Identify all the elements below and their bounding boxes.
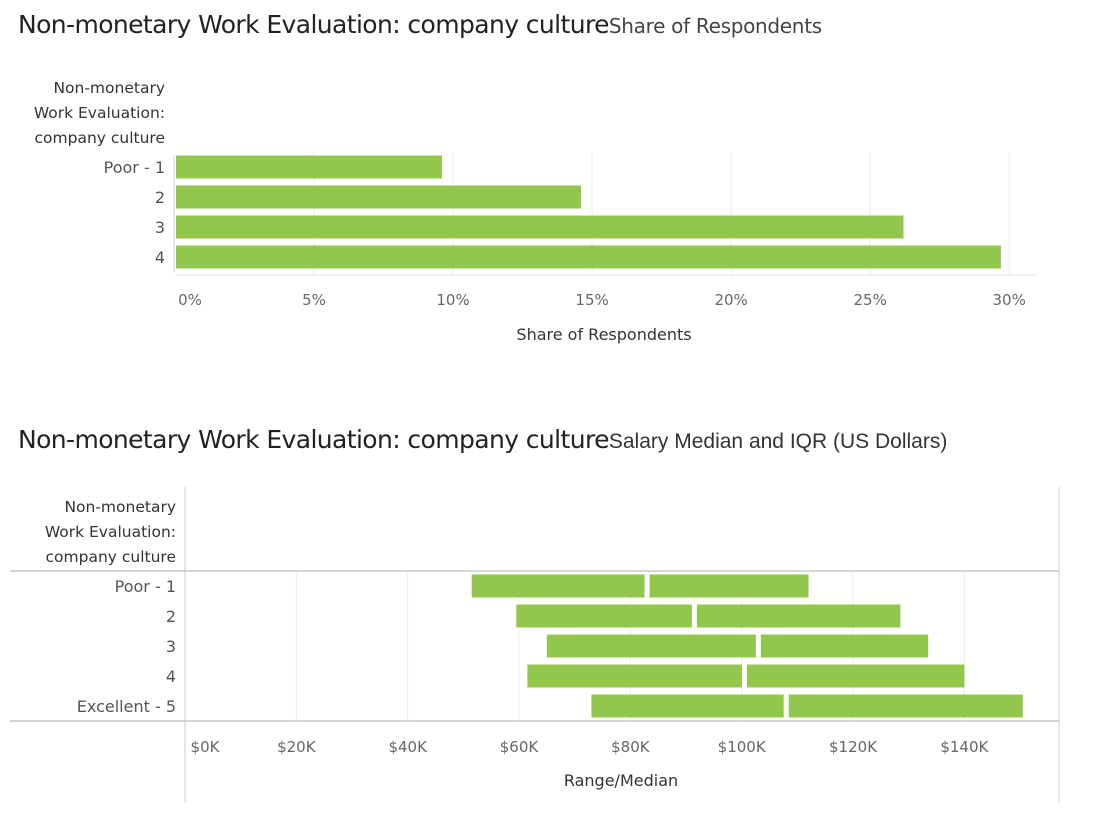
- chart1-tick-label: 25%: [853, 291, 886, 309]
- chart1-title-row: Non-monetary Work Evaluation: company cu…: [18, 10, 822, 39]
- chart1-category-label: 2: [155, 188, 165, 207]
- chart2-lower-iqr-bar: [516, 604, 692, 628]
- chart1-bar: [176, 155, 442, 179]
- chart1-tick-label: 10%: [436, 291, 469, 309]
- chart2-upper-iqr-bar: [760, 634, 929, 658]
- chart1-title: Non-monetary Work Evaluation: company cu…: [18, 10, 609, 39]
- chart2-category-label: 3: [166, 637, 176, 656]
- chart2-upper-iqr-bar: [696, 604, 901, 628]
- chart2-category-label: 2: [166, 607, 176, 626]
- chart1-subtitle: Share of Respondents: [608, 14, 822, 38]
- chart2-category-label: 4: [166, 667, 176, 686]
- chart1-bar: [176, 215, 904, 239]
- chart1-tick-label: 5%: [302, 291, 326, 309]
- chart2-tick-label: $100K: [718, 738, 767, 756]
- chart1-row-header-line: Work Evaluation:: [34, 104, 165, 122]
- chart2-upper-iqr-bar: [788, 694, 1023, 718]
- chart2-lower-iqr-bar: [546, 634, 756, 658]
- chart2-lower-iqr-bar: [527, 664, 742, 688]
- chart2-row-header-line: Work Evaluation:: [45, 523, 176, 541]
- chart2-title: Non-monetary Work Evaluation: company cu…: [18, 425, 609, 454]
- chart1-row-header-line: Non-monetary: [53, 79, 165, 97]
- chart2-x-axis-title: Range/Median: [564, 771, 678, 790]
- chart2-row-header-line: Non-monetary: [64, 498, 176, 516]
- chart1-row-header-line: company culture: [35, 129, 166, 147]
- chart1-tick-label: 20%: [714, 291, 747, 309]
- chart1-tick-label: 0%: [178, 291, 202, 309]
- chart2-lower-iqr-bar: [591, 694, 784, 718]
- chart2-row-header-line: company culture: [46, 548, 177, 566]
- chart1-category-label: Poor - 1: [104, 158, 165, 177]
- chart2-tick-label: $40K: [388, 738, 428, 756]
- chart2-upper-iqr-bar: [649, 574, 809, 598]
- share-of-respondents-chart: Non-monetary Work Evaluation: company cult…: [34, 79, 1037, 344]
- chart1-x-axis-title: Share of Respondents: [516, 325, 691, 344]
- chart2-subtitle: Salary Median and IQR (US Dollars): [608, 430, 948, 453]
- chart2-tick-label: $60K: [500, 738, 540, 756]
- chart2-category-label: Excellent - 5: [77, 697, 176, 716]
- chart1-bar: [176, 245, 1001, 269]
- chart2-upper-iqr-bar: [746, 664, 965, 688]
- chart1-category-label: 4: [155, 248, 165, 267]
- chart2-tick-label: $120K: [829, 738, 878, 756]
- chart2-tick-label: $140K: [940, 738, 989, 756]
- chart1-category-label: 3: [155, 218, 165, 237]
- chart2-tick-label: $20K: [277, 738, 317, 756]
- chart2-category-label: Poor - 1: [115, 577, 176, 596]
- chart1-tick-label: 30%: [993, 291, 1026, 309]
- chart2-tick-label: $0K: [191, 738, 221, 756]
- chart2-tick-label: $80K: [611, 738, 651, 756]
- chart2-lower-iqr-bar: [471, 574, 645, 598]
- chart1-bar: [176, 185, 581, 209]
- chart2-title-row: Non-monetary Work Evaluation: company cu…: [18, 425, 947, 454]
- chart1-tick-label: 15%: [575, 291, 608, 309]
